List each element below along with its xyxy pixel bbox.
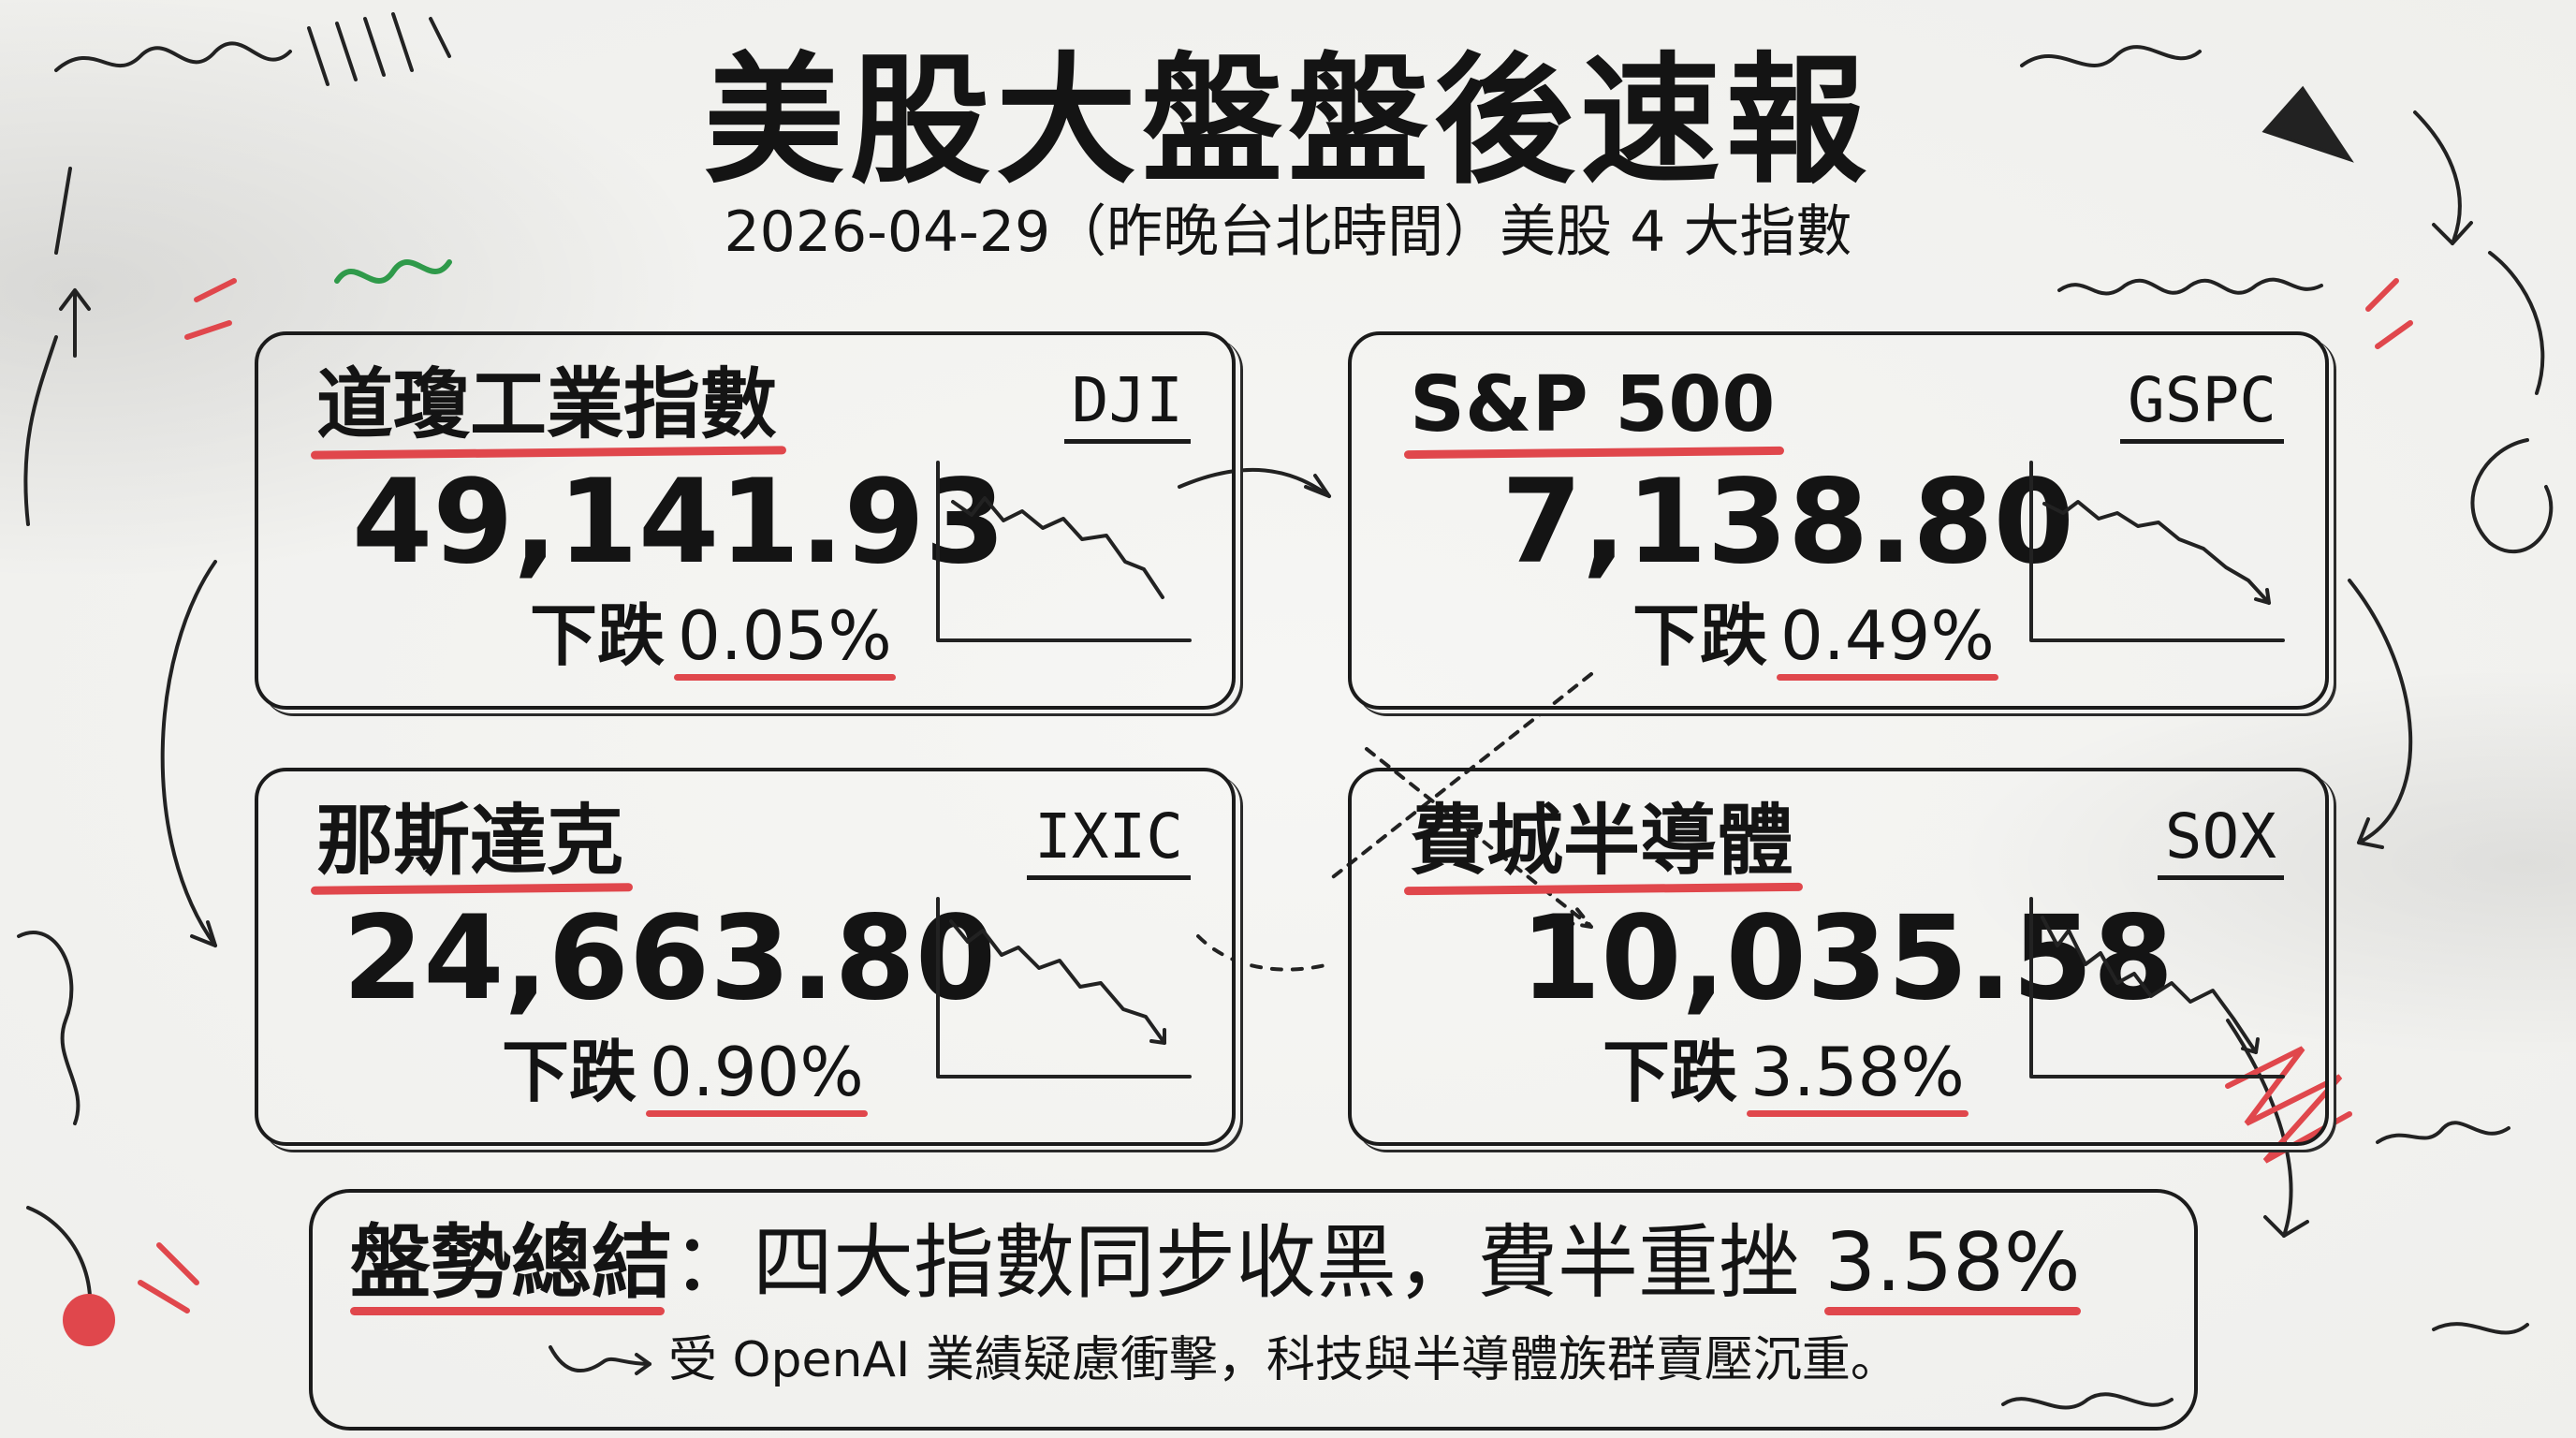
change-label: 下跌 (1632, 596, 1768, 675)
summary-text: 四大指數同步收黑，費半重挫 (753, 1216, 1825, 1310)
index-name: 道瓊工業指數 (316, 360, 778, 449)
index-ticker: IXIC (1027, 800, 1191, 880)
change-percent: 3.58% (1750, 1033, 1965, 1111)
index-name: 那斯達克 (316, 797, 624, 886)
index-card-ixic: 那斯達克 IXIC 24,663.80 下跌 0.90% (255, 768, 1236, 1146)
sparkline-chart-icon (2029, 897, 2285, 1078)
summary-note: 受 OpenAI 業績疑慮衝擊，科技與半導體族群賣壓沉重。 (668, 1332, 1899, 1388)
summary-headline: 盤勢總結：四大指數同步收黑，費半重挫 3.58% (350, 1215, 2081, 1312)
change-label: 下跌 (530, 596, 666, 675)
index-card-sox: 費城半導體 SOX 10,035.58 下跌 3.58% (1348, 768, 2329, 1146)
index-ticker: DJI (1063, 364, 1192, 444)
index-ticker: GSPC (2120, 364, 2284, 444)
page-title: 美股大盤盤後速報 (703, 40, 1872, 203)
index-card-dji: 道瓊工業指數 DJI 49,141.93 下跌 0.05% (255, 331, 1236, 710)
sparkline-chart-icon (936, 461, 1192, 642)
change-label: 下跌 (502, 1033, 637, 1111)
index-name: 費城半導體 (1410, 797, 1794, 886)
change-percent: 0.05% (678, 596, 892, 675)
index-card-gspc: S&P 500 GSPC 7,138.80 下跌 0.49% (1348, 331, 2329, 710)
index-change: 下跌 0.05% (530, 597, 892, 675)
change-percent: 0.90% (650, 1033, 864, 1111)
index-value: 10,035.58 (1520, 891, 2174, 1026)
summary-percent: 3.58% (1824, 1216, 2081, 1310)
page-subtitle: 2026-04-29（昨晚台北時間）美股 4 大指數 (724, 199, 1852, 265)
arrow-right-icon (549, 1345, 651, 1375)
index-value: 24,663.80 (343, 891, 997, 1026)
index-ticker: SOX (2157, 800, 2285, 880)
sparkline-chart-icon (2029, 461, 2285, 642)
index-value: 49,141.93 (352, 455, 1006, 590)
index-change: 下跌 0.49% (1632, 597, 1995, 675)
change-label: 下跌 (1603, 1033, 1738, 1111)
summary-label: 盤勢總結 (350, 1216, 672, 1310)
index-change: 下跌 0.90% (502, 1034, 864, 1111)
summary-separator: ： (672, 1216, 753, 1310)
market-summary: 盤勢總結：四大指數同步收黑，費半重挫 3.58% 受 OpenAI 業績疑慮衝擊… (309, 1189, 2198, 1431)
index-value: 7,138.80 (1501, 455, 2074, 590)
index-change: 下跌 3.58% (1603, 1034, 1965, 1111)
change-percent: 0.49% (1780, 596, 1995, 675)
index-name: S&P 500 (1410, 360, 1776, 449)
sparkline-chart-icon (936, 897, 1192, 1078)
